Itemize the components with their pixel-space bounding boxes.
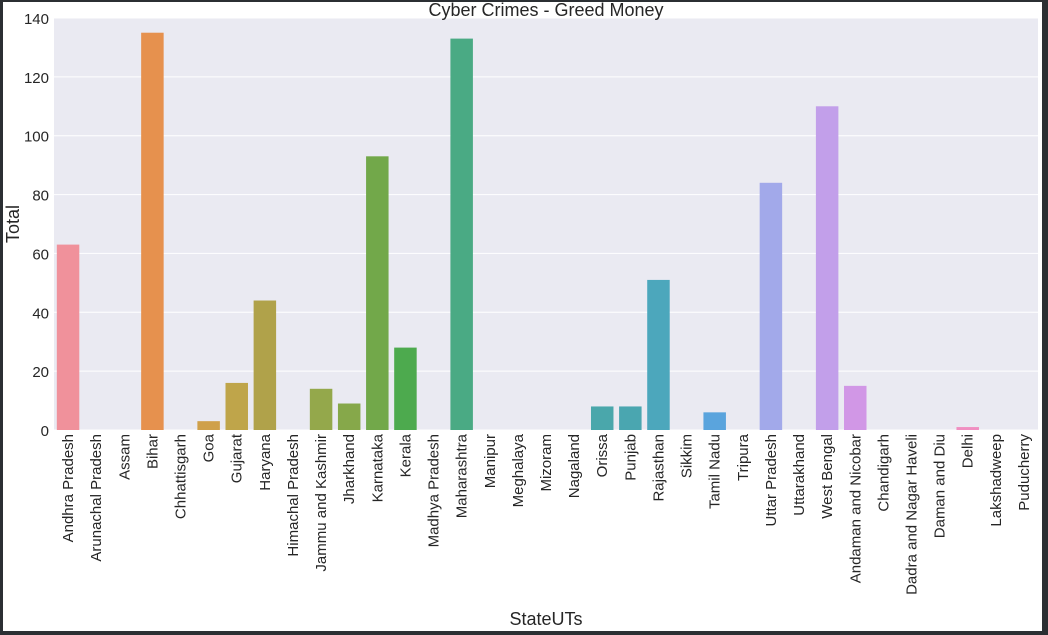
x-tick-label: Haryana [257, 433, 274, 490]
bar [619, 406, 642, 430]
y-tick-label: 40 [32, 305, 49, 322]
y-tick-label: 60 [32, 246, 49, 263]
x-tick-label: Uttarakhand [791, 434, 808, 516]
x-axis-label: StateUTs [509, 609, 582, 629]
x-tick-label: Tripura [735, 433, 752, 481]
bar [56, 244, 80, 430]
y-tick-label: 100 [24, 129, 49, 146]
x-tick-label: Chandigarh [875, 434, 892, 512]
bar [703, 412, 726, 430]
x-tick-label: Manipur [482, 434, 499, 488]
x-tick-label: Himachal Pradesh [285, 434, 302, 557]
bar [590, 406, 614, 430]
x-tick-label: Assam [116, 434, 133, 480]
bar [647, 279, 670, 430]
chart-frame: 0 20 40 60 80 100 120 140 Andhra Pradesh Arunach… [3, 2, 1042, 631]
x-tick-label: Nagaland [566, 434, 583, 498]
grid-lines [54, 17, 1038, 431]
bar [815, 106, 839, 431]
y-tick-label: 80 [32, 188, 49, 205]
bar [309, 388, 333, 430]
plot-area [54, 18, 1038, 430]
x-tick-label: Bihar [144, 434, 161, 469]
bars [56, 32, 979, 431]
bar [394, 347, 417, 430]
bar-chart: 0 20 40 60 80 100 120 140 Andhra Pradesh Arunach… [3, 2, 1038, 629]
x-tick-labels: Andhra Pradesh Arunachal Pradesh Assam Biha… [60, 433, 1033, 595]
x-tick-label: Delhi [960, 434, 977, 468]
x-tick-label: Chhattisgarh [173, 434, 190, 519]
bar [337, 403, 361, 430]
bar [844, 385, 867, 430]
y-tick-label: 0 [41, 423, 49, 440]
x-tick-label: Jharkhand [341, 434, 358, 504]
x-tick-label: Rajasthan [650, 434, 667, 502]
bar [956, 427, 979, 430]
x-tick-label: Lakshadweep [988, 434, 1005, 527]
x-tick-label: Madhya Pradesh [426, 434, 443, 547]
x-tick-label: Karnataka [369, 433, 386, 502]
y-tick-labels: 0 20 40 60 80 100 120 140 [24, 11, 49, 440]
x-tick-label: Uttar Pradesh [763, 434, 780, 527]
x-tick-label: Meghalaya [510, 433, 527, 507]
x-tick-label: Punjab [622, 434, 639, 481]
bar [197, 421, 220, 430]
bar [141, 32, 164, 430]
y-tick-label: 20 [32, 364, 49, 381]
chart-title: Cyber Crimes - Greed Money [428, 2, 663, 20]
y-tick-label: 140 [24, 11, 49, 28]
x-tick-label: Andaman and Nicobar [847, 434, 864, 583]
bar [366, 156, 389, 431]
bar [450, 38, 473, 430]
x-tick-label: Mizoram [538, 434, 555, 492]
x-tick-label: West Bengal [819, 434, 836, 519]
x-tick-label: Arunachal Pradesh [88, 434, 105, 562]
bar [759, 182, 783, 430]
bar [253, 300, 277, 430]
y-tick-label: 120 [24, 70, 49, 87]
y-axis-label: Total [3, 205, 23, 243]
bar [225, 382, 248, 430]
x-tick-label: Maharashtra [454, 433, 471, 518]
x-tick-label: Daman and Diu [932, 434, 949, 538]
x-tick-label: Orissa [594, 433, 611, 477]
x-tick-label: Gujarat [229, 433, 246, 483]
x-tick-label: Puducherry [1016, 434, 1033, 511]
x-tick-label: Kerala [397, 433, 414, 477]
x-tick-label: Sikkim [679, 434, 696, 478]
x-tick-label: Dadra and Nagar Haveli [903, 434, 920, 595]
x-tick-label: Andhra Pradesh [60, 434, 77, 542]
x-tick-label: Tamil Nadu [707, 434, 724, 509]
x-tick-label: Goa [201, 433, 218, 462]
x-tick-label: Jammu and Kashmir [313, 434, 330, 572]
